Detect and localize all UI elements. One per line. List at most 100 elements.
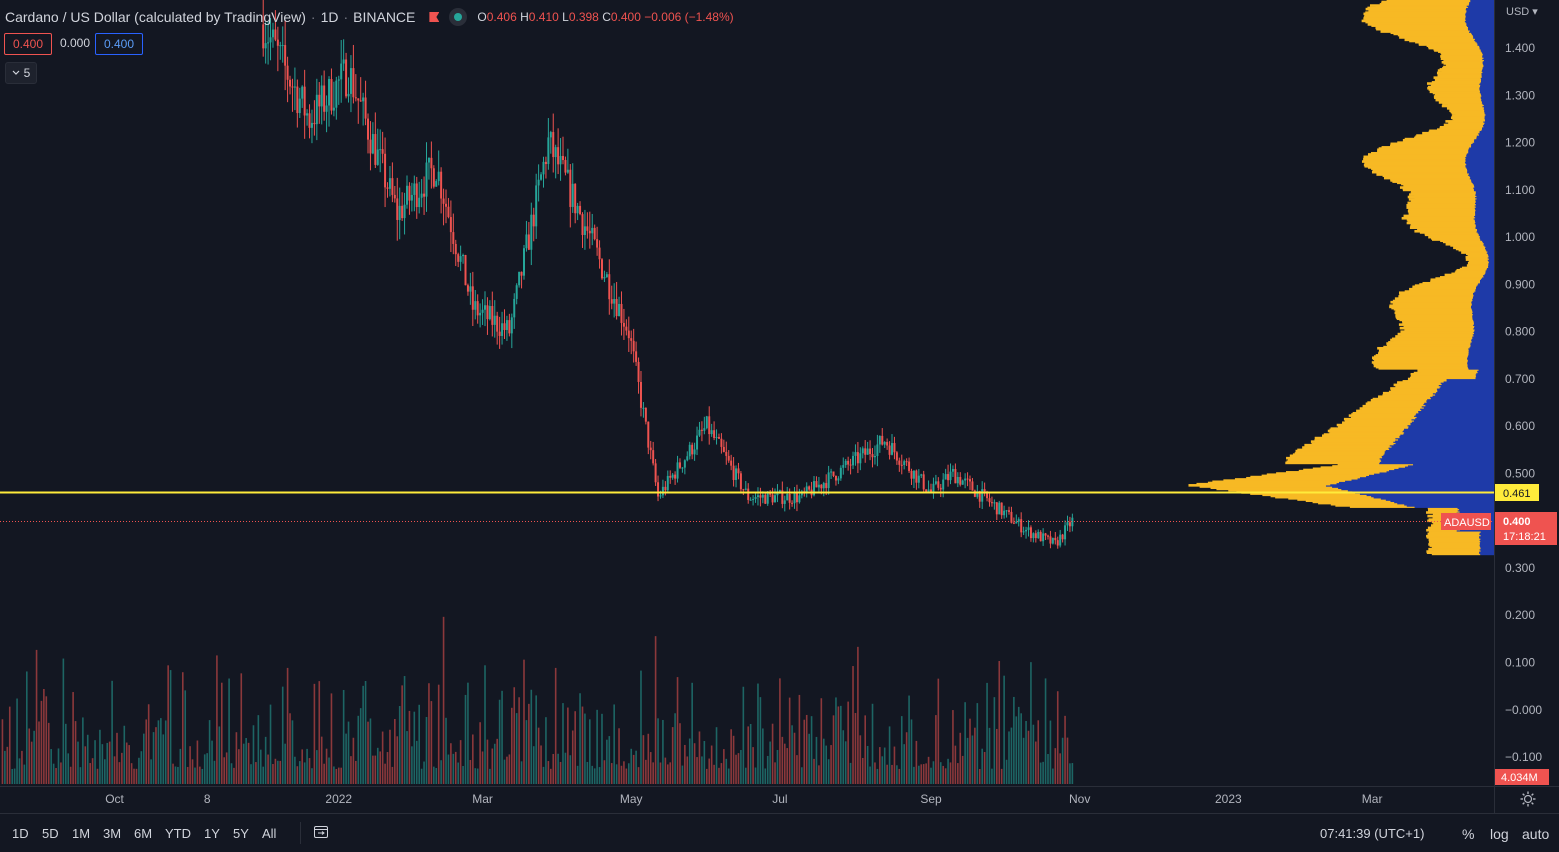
auto-scale-toggle[interactable]: auto [1522,826,1550,842]
interval-label[interactable]: 1D [320,9,339,25]
time-axis[interactable]: Oct 8 2022 Mar May Jul Sep Nov 2023 Mar [105,792,1382,806]
volume-bar [735,754,737,784]
candle-body [774,495,777,503]
candle-body [554,147,557,158]
candle-body [988,498,991,503]
volume-bar [686,756,689,784]
volume-bar [306,748,308,784]
volume-bar [503,759,506,784]
range-1m-button[interactable]: 1M [72,826,91,841]
candle-body [459,256,462,262]
range-3m-button[interactable]: 3M [103,826,122,841]
currency-selector[interactable]: USD ▾ [1506,6,1538,18]
volume-bar [964,702,966,784]
volume-bar [844,741,847,784]
ask-price-box[interactable]: 0.400 [95,33,143,55]
volume-bar [788,697,791,784]
volume-bar [569,755,572,784]
volume-bar [876,768,879,784]
volume-bar [866,745,869,784]
candle-body [413,183,416,195]
volume-bar [766,755,769,784]
candle-body [291,86,294,88]
volume-bar [145,719,148,784]
range-6m-button[interactable]: 6M [134,826,153,841]
candle-body [710,430,713,435]
volume-bar [184,690,187,784]
volume-bar [513,687,516,784]
candle-body [764,494,767,504]
volume-bar [564,752,567,784]
volume-bar [269,704,272,784]
candle-body [805,486,808,493]
volume-bar [79,767,82,784]
price-axis[interactable]: 1.400 1.300 1.200 1.100 1.000 0.900 0.800 0.700… [1505,41,1542,764]
candle-body [447,206,450,218]
volume-bar [69,766,72,784]
volume-bar [96,768,99,784]
volume-bar [177,766,179,784]
candle-body [306,113,309,116]
volume-bar [759,697,762,784]
candle-body [581,214,584,235]
symbol-title[interactable]: Cardano / US Dollar (calculated by Tradi… [5,9,306,25]
candle-body [403,204,406,219]
volume-bar [822,738,825,784]
candle-body [525,234,528,249]
volume-bar [608,736,611,784]
replay-icon[interactable] [313,824,329,840]
volume-bar [742,686,745,784]
candle-body [898,460,901,465]
range-1y-button[interactable]: 1Y [204,826,220,841]
volume-bar [160,718,162,784]
candle-body [579,205,582,215]
candle-body [727,455,730,461]
range-1d-button[interactable]: 1D [12,826,29,841]
volume-bar [976,703,979,784]
candle-body [362,97,365,102]
candle-body [513,298,516,318]
volume-bar [128,745,130,784]
percent-scale-toggle[interactable]: % [1462,826,1475,842]
volume-bar [803,719,806,784]
volume-bar [888,726,891,784]
volume-bar [725,758,728,784]
volume-bar [1037,720,1040,784]
candle-body [289,79,292,87]
volume-bar [857,646,859,784]
range-5y-button[interactable]: 5Y [233,826,249,841]
candle-body [856,452,859,464]
candle-body [793,493,796,504]
indicators-toggle-button[interactable]: 5 [5,62,37,84]
symbol-legend[interactable]: Cardano / US Dollar (calculated by Tradi… [5,7,734,27]
volume-bar [615,764,618,784]
candle-body [1059,534,1062,546]
log-scale-toggle[interactable]: log [1490,826,1509,842]
legend-separator: · [310,9,316,25]
gear-icon[interactable] [1519,790,1537,808]
svg-text:0.400: 0.400 [1503,516,1531,528]
flag-icon[interactable] [429,12,440,22]
range-all-button[interactable]: All [262,826,277,841]
candle-body [771,494,774,503]
volume-bar [216,655,218,784]
volume-bar [708,758,711,784]
range-5d-button[interactable]: 5D [42,826,59,841]
spread-value: 0.000 [60,36,91,50]
volume-bar [469,759,472,784]
utc-clock[interactable]: 07:41:39 (UTC+1) [1320,826,1425,841]
volume-bar [415,740,418,784]
volume-bar [279,760,282,784]
candle-body [1056,540,1059,546]
volume-bar [320,736,323,784]
candle-body [281,45,284,47]
volume-bar [535,695,537,784]
volume-bar [445,717,447,784]
candle-body [279,45,282,47]
candle-body [725,451,728,456]
range-ytd-button[interactable]: YTD [165,826,191,841]
bid-price-box[interactable]: 0.400 [4,33,52,55]
volume-bar [910,719,913,784]
volume-bar [45,696,48,784]
